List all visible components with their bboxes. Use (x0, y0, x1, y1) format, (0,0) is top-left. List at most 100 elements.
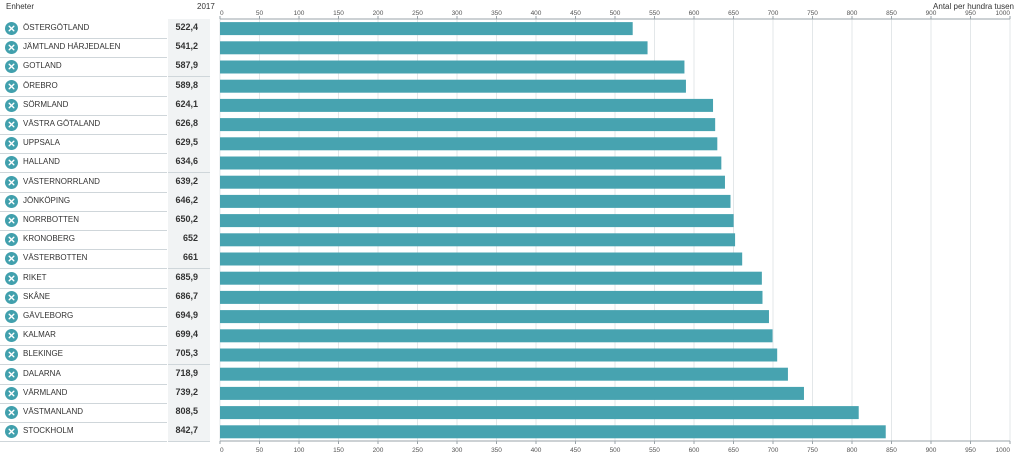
x-tick-label-top: 850 (886, 10, 897, 17)
remove-unit-button[interactable] (5, 271, 18, 285)
x-tick-label-top: 350 (491, 10, 502, 17)
unit-label: NORRBOTTEN (23, 215, 79, 224)
unit-label: GÄVLEBORG (23, 311, 74, 320)
x-tick-label-bottom: 350 (491, 447, 502, 454)
unit-label: GOTLAND (23, 61, 62, 71)
unit-value: 589,8 (175, 79, 198, 90)
unit-value: 718,9 (175, 367, 198, 378)
remove-unit-button[interactable] (5, 137, 18, 151)
table-row: ÖREBRO 589,8 (0, 76, 210, 97)
unit-label: DALARNA (23, 368, 61, 378)
remove-unit-button[interactable] (5, 156, 18, 170)
table-row: JÖNKÖPING 646,2 (0, 191, 210, 212)
unit-cell: UPPSALA (0, 134, 167, 155)
unit-value: 629,5 (175, 137, 198, 148)
x-tick-label-top: 750 (807, 10, 818, 17)
unit-value: 686,7 (175, 290, 198, 301)
unit-value: 694,9 (175, 310, 198, 320)
x-tick-label-top: 300 (452, 10, 463, 17)
bar (220, 98, 714, 112)
x-tick-label-top: 450 (570, 10, 581, 17)
unit-cell: JÄMTLAND HÄRJEDALEN (0, 38, 167, 59)
unit-cell: SÖRMLAND (0, 96, 167, 116)
unit-cell: NORRBOTTEN (0, 211, 167, 231)
remove-unit-button[interactable] (5, 425, 18, 439)
unit-cell: GÄVLEBORG (0, 307, 167, 327)
close-icon (8, 275, 15, 282)
close-icon (8, 179, 15, 186)
close-icon (8, 255, 15, 262)
unit-value: 634,6 (175, 156, 198, 167)
close-icon (8, 390, 15, 397)
close-icon (8, 409, 15, 416)
x-tick-label-top: 1000 (996, 10, 1011, 17)
bar (220, 60, 685, 74)
table-row: SÖRMLAND 624,1 (0, 95, 210, 116)
bar (220, 425, 886, 439)
unit-cell: ÖREBRO (0, 77, 167, 97)
remove-unit-button[interactable] (5, 290, 18, 304)
unit-value: 685,9 (175, 271, 198, 282)
table-row: GOTLAND 587,9 (0, 57, 210, 78)
x-tick-label-top: 400 (531, 10, 542, 17)
remove-unit-button[interactable] (5, 175, 18, 189)
bar (220, 175, 725, 189)
close-icon (8, 428, 15, 435)
unit-value: 652 (182, 233, 198, 244)
unit-cell: DALARNA (0, 365, 167, 385)
remove-unit-button[interactable] (5, 98, 18, 112)
x-tick-label-bottom: 800 (847, 447, 858, 454)
bar (220, 271, 762, 285)
bar (220, 367, 788, 381)
x-tick-label-bottom: 650 (728, 447, 739, 454)
remove-unit-button[interactable] (5, 233, 18, 247)
unit-value: 646,2 (175, 194, 198, 205)
remove-unit-button[interactable] (5, 22, 18, 35)
unit-value: 587,9 (175, 60, 198, 71)
remove-unit-button[interactable] (5, 386, 18, 400)
x-tick-label-bottom: 250 (412, 447, 423, 454)
value-cell: 842,7 (168, 422, 210, 443)
x-tick-label-bottom: 400 (531, 447, 542, 454)
unit-cell: KRONOBERG (0, 230, 167, 251)
remove-unit-button[interactable] (5, 329, 18, 343)
close-icon (8, 332, 15, 339)
x-tick-label-bottom: 1000 (996, 447, 1011, 454)
remove-unit-button[interactable] (5, 118, 18, 131)
unit-label: HALLAND (23, 157, 60, 167)
unit-cell: VÄRMLAND (0, 384, 167, 404)
remove-unit-button[interactable] (5, 367, 18, 381)
remove-unit-button[interactable] (5, 41, 18, 55)
remove-unit-button[interactable] (5, 252, 18, 266)
unit-label: JÄMTLAND HÄRJEDALEN (23, 42, 121, 52)
remove-unit-button[interactable] (5, 348, 18, 362)
bar (220, 233, 736, 247)
remove-unit-button[interactable] (5, 406, 18, 419)
unit-value: 639,2 (175, 175, 198, 186)
close-icon (8, 44, 15, 51)
bar (220, 252, 743, 266)
x-tick-label-bottom: 200 (373, 447, 384, 454)
remove-unit-button[interactable] (5, 60, 18, 74)
unit-label: VÄSTERBOTTEN (23, 253, 88, 263)
close-icon (8, 313, 15, 320)
x-tick-label-top: 250 (412, 10, 423, 17)
close-icon (8, 121, 15, 128)
close-icon (8, 198, 15, 205)
x-tick-label-top: 650 (728, 10, 739, 17)
remove-unit-button[interactable] (5, 79, 18, 93)
remove-unit-button[interactable] (5, 194, 18, 208)
close-icon (8, 63, 15, 70)
x-tick-label-bottom: 850 (886, 447, 897, 454)
x-tick-label-top: 600 (689, 10, 700, 17)
unit-value: 699,4 (175, 329, 198, 340)
x-tick-label-top: 100 (294, 10, 305, 17)
unit-label: RIKET (23, 272, 47, 282)
table-row: VÄSTRA GÖTALAND 626,8 (0, 115, 210, 135)
remove-unit-button[interactable] (5, 214, 18, 227)
remove-unit-button[interactable] (5, 310, 18, 323)
unit-label: SKÅNE (23, 291, 51, 301)
unit-cell: BLEKINGE (0, 345, 167, 366)
unit-cell: KALMAR (0, 326, 167, 347)
year-column-header: 2017 (197, 2, 215, 11)
